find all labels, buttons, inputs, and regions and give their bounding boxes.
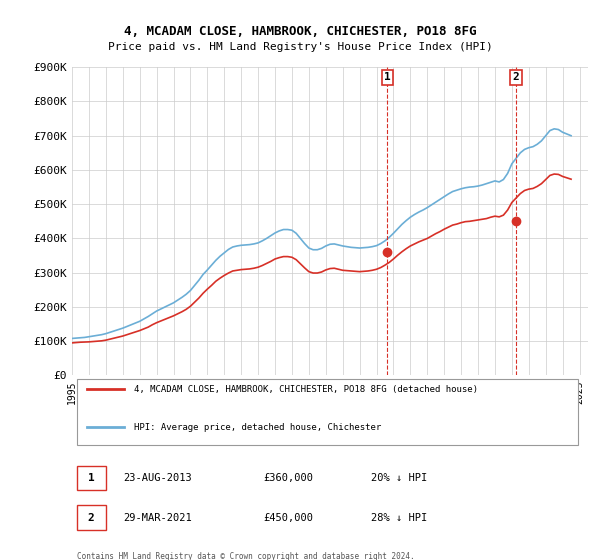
Text: Contains HM Land Registry data © Crown copyright and database right 2024.
This d: Contains HM Land Registry data © Crown c…: [77, 552, 415, 560]
Text: 28% ↓ HPI: 28% ↓ HPI: [371, 512, 428, 522]
Text: 1: 1: [384, 72, 391, 82]
FancyBboxPatch shape: [77, 465, 106, 490]
Text: 20% ↓ HPI: 20% ↓ HPI: [371, 473, 428, 483]
Text: Price paid vs. HM Land Registry's House Price Index (HPI): Price paid vs. HM Land Registry's House …: [107, 42, 493, 52]
Text: 4, MCADAM CLOSE, HAMBROOK, CHICHESTER, PO18 8FG: 4, MCADAM CLOSE, HAMBROOK, CHICHESTER, P…: [124, 25, 476, 38]
Text: 23-AUG-2013: 23-AUG-2013: [124, 473, 193, 483]
Text: 29-MAR-2021: 29-MAR-2021: [124, 512, 193, 522]
FancyBboxPatch shape: [77, 379, 578, 445]
Text: 2: 2: [512, 72, 520, 82]
Text: HPI: Average price, detached house, Chichester: HPI: Average price, detached house, Chic…: [134, 423, 381, 432]
Text: £450,000: £450,000: [263, 512, 313, 522]
FancyBboxPatch shape: [77, 506, 106, 530]
Text: £360,000: £360,000: [263, 473, 313, 483]
Text: 2: 2: [88, 512, 94, 522]
Text: 1: 1: [88, 473, 94, 483]
Text: 4, MCADAM CLOSE, HAMBROOK, CHICHESTER, PO18 8FG (detached house): 4, MCADAM CLOSE, HAMBROOK, CHICHESTER, P…: [134, 385, 478, 394]
